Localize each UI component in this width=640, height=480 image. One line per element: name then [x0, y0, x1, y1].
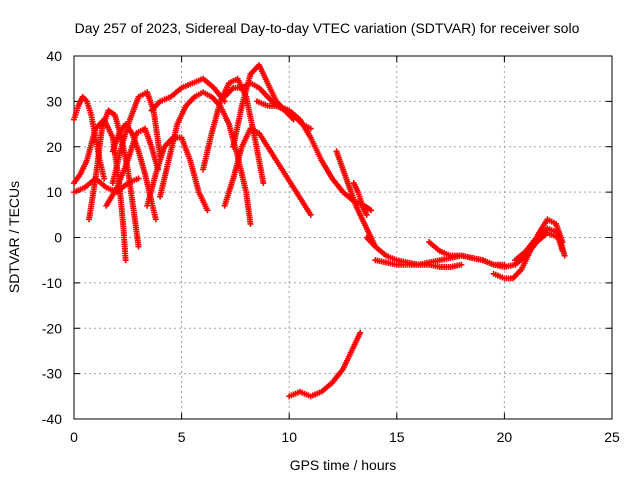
data-point: [363, 211, 370, 218]
series-arc18: [286, 329, 364, 400]
data-point: [247, 220, 254, 227]
x-tick-label: 25: [604, 429, 620, 445]
series-arc7: [109, 121, 159, 223]
y-tick-label: 10: [46, 184, 62, 200]
axis-ticks: [73, 55, 613, 420]
series-arc16: [333, 148, 379, 250]
data-point: [307, 125, 314, 132]
y-tick-label: 20: [46, 139, 62, 155]
y-tick-label: 0: [54, 230, 62, 246]
series-arc5: [103, 125, 161, 209]
y-tick-label: 30: [46, 93, 62, 109]
chart-title: Day 257 of 2023, Sidereal Day-to-day VTE…: [75, 20, 580, 36]
y-tick-label: -10: [42, 275, 62, 291]
y-tick-label: 40: [46, 48, 62, 64]
data-marks: [71, 62, 568, 400]
y-tick-label: -30: [42, 366, 62, 382]
data-point: [135, 243, 142, 250]
data-point: [307, 211, 314, 218]
data-point: [204, 207, 211, 214]
axis-tick-labels: 0 5 10 15 20 25 -40 -30 -20 -10 0 10 20 30 40: [42, 48, 620, 445]
x-tick-label: 15: [389, 429, 405, 445]
series-arc21: [426, 229, 566, 270]
x-tick-label: 5: [178, 429, 186, 445]
data-point: [357, 329, 364, 336]
data-point: [561, 252, 568, 259]
series-arc1: [71, 93, 108, 182]
data-point: [260, 180, 267, 187]
x-tick-label: 20: [497, 429, 513, 445]
series-arc12: [221, 125, 314, 218]
x-axis-label: GPS time / hours: [290, 457, 397, 473]
x-tick-label: 10: [281, 429, 297, 445]
x-tick-label: 0: [70, 429, 78, 445]
series-arc11: [200, 75, 267, 187]
data-point: [458, 261, 465, 268]
data-point: [152, 216, 159, 223]
y-tick-label: -40: [42, 411, 62, 427]
data-point: [101, 175, 108, 182]
series-arc17: [350, 180, 370, 218]
data-point: [135, 175, 142, 182]
series-arc23: [512, 225, 568, 264]
data-point: [122, 257, 129, 264]
data-point: [290, 116, 297, 123]
data-point: [367, 207, 374, 214]
series-arc8: [144, 134, 211, 214]
y-tick-label: -20: [42, 320, 62, 336]
y-axis-label: SDTVAR / TECUs: [6, 181, 22, 293]
series-arc4: [71, 175, 142, 196]
